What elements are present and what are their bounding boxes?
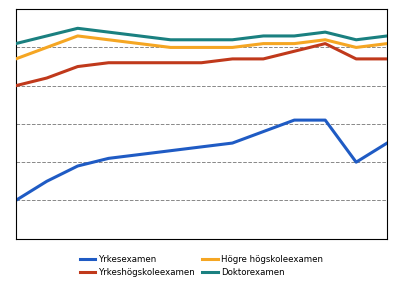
Yrkesexamen [230,141,235,145]
Högre högskoleexamen [230,46,235,49]
Line: Yrkeshögskoleexamen: Yrkeshögskoleexamen [16,44,387,86]
Högre högskoleexamen [137,42,142,46]
Doktorexamen [44,34,49,38]
Yrkeshögskoleexamen [292,50,297,53]
Högre högskoleexamen [385,42,389,46]
Doktorexamen [323,30,327,34]
Doktorexamen [199,38,204,42]
Yrkeshögskoleexamen [261,57,266,61]
Doktorexamen [137,34,142,38]
Yrkesexamen [13,199,18,202]
Yrkesexamen [137,153,142,156]
Yrkesexamen [106,157,111,160]
Yrkeshögskoleexamen [137,61,142,65]
Yrkesexamen [44,179,49,183]
Yrkeshögskoleexamen [354,57,359,61]
Högre högskoleexamen [261,42,266,46]
Yrkesexamen [354,160,359,164]
Yrkeshögskoleexamen [106,61,111,65]
Line: Doktorexamen: Doktorexamen [16,28,387,44]
Högre högskoleexamen [199,46,204,49]
Legend: Yrkesexamen, Yrkeshögskoleexamen, Högre högskoleexamen, Doktorexamen: Yrkesexamen, Yrkeshögskoleexamen, Högre … [77,252,326,280]
Yrkeshögskoleexamen [168,61,173,65]
Yrkeshögskoleexamen [199,61,204,65]
Doktorexamen [13,42,18,46]
Doktorexamen [230,38,235,42]
Yrkeshögskoleexamen [13,84,18,88]
Doktorexamen [75,27,80,30]
Yrkesexamen [385,141,389,145]
Högre högskoleexamen [106,38,111,42]
Yrkesexamen [261,130,266,133]
Högre högskoleexamen [75,34,80,38]
Yrkeshögskoleexamen [385,57,389,61]
Högre högskoleexamen [292,42,297,46]
Doktorexamen [106,30,111,34]
Yrkesexamen [168,149,173,153]
Yrkeshögskoleexamen [44,76,49,80]
Yrkesexamen [292,118,297,122]
Högre högskoleexamen [168,46,173,49]
Högre högskoleexamen [323,38,327,42]
Line: Högre högskoleexamen: Högre högskoleexamen [16,36,387,59]
Yrkeshögskoleexamen [323,42,327,46]
Doktorexamen [385,34,389,38]
Yrkeshögskoleexamen [230,57,235,61]
Yrkesexamen [199,145,204,149]
Doktorexamen [292,34,297,38]
Högre högskoleexamen [13,57,18,61]
Line: Yrkesexamen: Yrkesexamen [16,120,387,200]
Yrkesexamen [323,118,327,122]
Doktorexamen [354,38,359,42]
Högre högskoleexamen [44,46,49,49]
Doktorexamen [261,34,266,38]
Yrkesexamen [75,164,80,168]
Högre högskoleexamen [354,46,359,49]
Yrkeshögskoleexamen [75,65,80,69]
Doktorexamen [168,38,173,42]
